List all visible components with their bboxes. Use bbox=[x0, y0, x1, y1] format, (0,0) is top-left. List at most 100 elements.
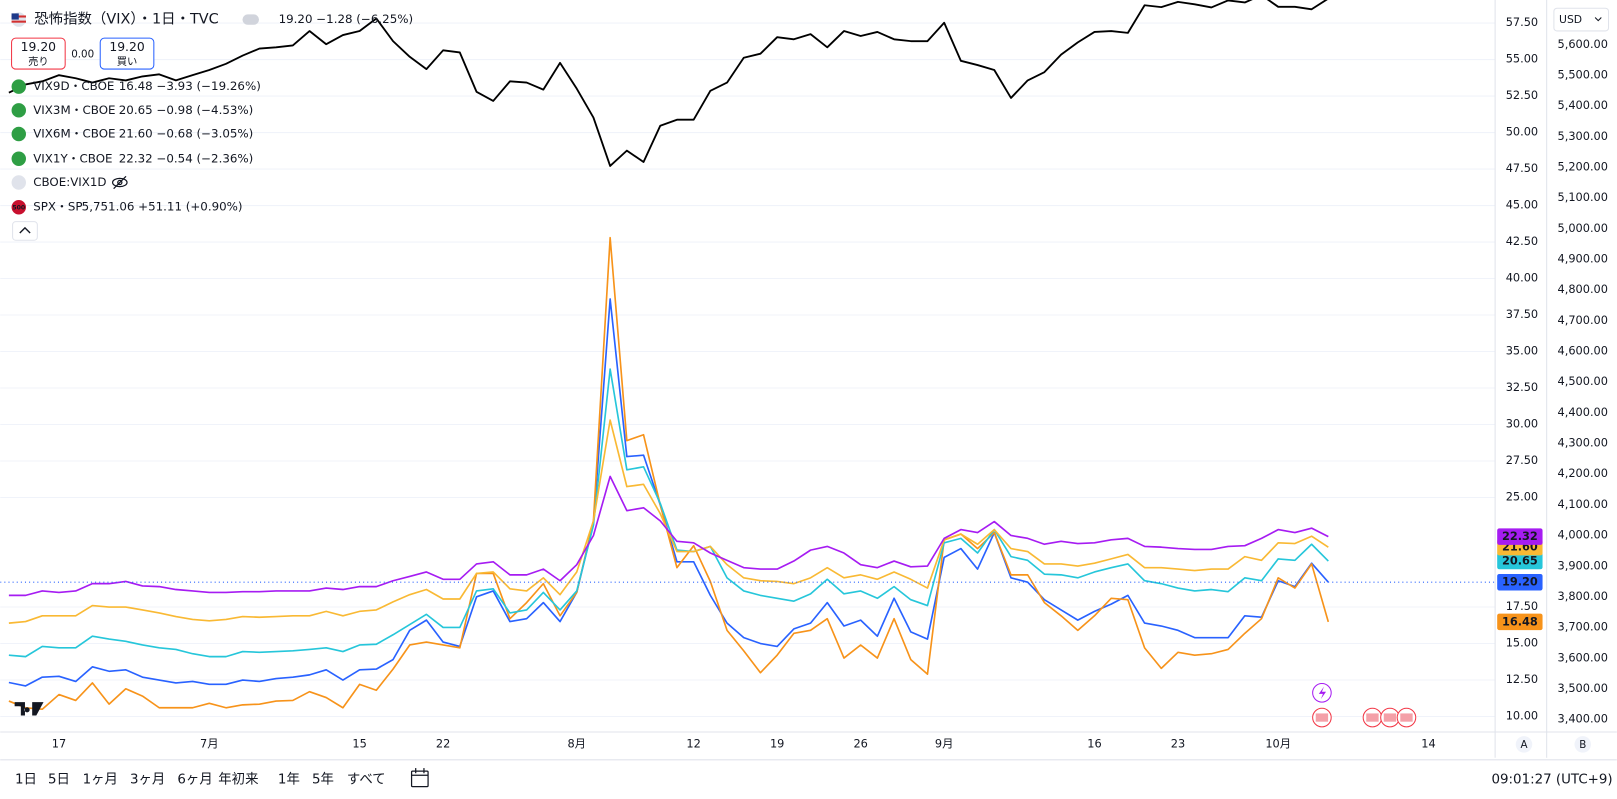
y2-tick-label: 3,600.00 bbox=[1558, 650, 1608, 664]
ui bbox=[11, 7, 1610, 788]
range-button[interactable]: 3ヶ月 bbox=[130, 772, 165, 787]
price-tag-label: 19.20 bbox=[1502, 575, 1538, 589]
y2-tick-label: 3,700.00 bbox=[1558, 620, 1608, 634]
status-pill bbox=[242, 14, 259, 25]
price-tag-label: 22.32 bbox=[1502, 529, 1538, 543]
x-tick-label: 8月 bbox=[567, 736, 586, 750]
currency-button[interactable] bbox=[1553, 7, 1610, 32]
y-tick-label: 55.00 bbox=[1506, 52, 1538, 66]
chart-title: 恐怖指数（VIX）・1日・TVC bbox=[34, 11, 219, 28]
y2-tick-label: 3,500.00 bbox=[1558, 681, 1608, 695]
series-line bbox=[8, 368, 1329, 658]
y2-tick-label: 3,900.00 bbox=[1558, 558, 1608, 572]
y-tick-label: 35.00 bbox=[1506, 344, 1538, 358]
y2-tick-label: 3,400.00 bbox=[1558, 712, 1608, 726]
y-tick-label: 25.00 bbox=[1506, 490, 1538, 504]
range-button[interactable]: 1ヶ月 bbox=[83, 772, 118, 787]
legend-icon bbox=[11, 79, 26, 94]
y2-tick-label: 4,800.00 bbox=[1558, 282, 1608, 296]
sell-label: 売り bbox=[28, 55, 49, 68]
collapse-button[interactable] bbox=[12, 221, 38, 241]
y2-tick-label: 4,600.00 bbox=[1558, 344, 1608, 358]
y-tick-label: 32.50 bbox=[1506, 380, 1538, 394]
scale-button[interactable] bbox=[1515, 736, 1533, 753]
legend-name: VIX9D・CBOE bbox=[33, 79, 114, 93]
sell-price: 19.20 bbox=[21, 40, 57, 54]
y2-tick-label: 4,100.00 bbox=[1558, 497, 1608, 511]
range-button[interactable]: 年初来 bbox=[218, 771, 258, 787]
x-tick-label: 14 bbox=[1421, 736, 1435, 750]
x-tick-label: 19 bbox=[770, 736, 784, 750]
range-button[interactable]: すべて bbox=[347, 771, 386, 787]
currency[interactable]: USD bbox=[1559, 13, 1582, 26]
y-tick-label: 47.50 bbox=[1506, 161, 1538, 175]
buy-label: 買い bbox=[117, 56, 138, 68]
y-tick-label: 40.00 bbox=[1506, 271, 1538, 285]
legend-value: 20.65 −0.98 (−4.53%) bbox=[119, 103, 254, 117]
range-button[interactable]: 5年 bbox=[312, 771, 334, 787]
x-tick-label: 9月 bbox=[935, 736, 954, 750]
y2-tick-label: 4,300.00 bbox=[1558, 436, 1608, 450]
x-tick-label: 26 bbox=[853, 736, 867, 750]
y2-tick-label: 4,000.00 bbox=[1558, 528, 1608, 542]
y2-tick-label: 5,300.00 bbox=[1558, 129, 1608, 143]
series-line bbox=[8, 419, 1329, 624]
scale-label: B bbox=[1579, 739, 1586, 751]
legend-name: VIX3M・CBOE bbox=[33, 103, 115, 117]
scale-label: A bbox=[1520, 739, 1527, 751]
buy-price: 19.20 bbox=[109, 40, 145, 54]
x-tick-label: 16 bbox=[1087, 736, 1101, 750]
price-tag bbox=[1497, 573, 1543, 591]
range-button[interactable]: 1日 bbox=[15, 772, 37, 787]
y2-tick-label: 5,600.00 bbox=[1558, 37, 1608, 51]
y2-tick-label: 5,500.00 bbox=[1558, 68, 1608, 82]
legend-value: 5,751.06 +51.11 (+0.90%) bbox=[82, 200, 243, 214]
legend-icon bbox=[11, 151, 26, 166]
scale-button[interactable] bbox=[1574, 736, 1592, 753]
chevron bbox=[1594, 17, 1602, 22]
x-tick-label: 15 bbox=[352, 736, 366, 750]
legend-name: VIX1Y・CBOE bbox=[33, 151, 112, 165]
legend-value: 21.60 −0.68 (−3.05%) bbox=[119, 127, 254, 141]
eye-off-icon[interactable] bbox=[111, 175, 128, 190]
event-flags[interactable] bbox=[1312, 707, 1417, 728]
chevron bbox=[19, 226, 31, 234]
y2-tick-label: 5,400.00 bbox=[1558, 98, 1608, 112]
y2-tick-label: 5,000.00 bbox=[1558, 221, 1608, 235]
y2-tick-label: 4,900.00 bbox=[1558, 252, 1608, 266]
y-tick-label: 52.50 bbox=[1506, 88, 1538, 102]
buy-button[interactable] bbox=[99, 37, 155, 70]
range-button[interactable]: 5日 bbox=[48, 772, 70, 787]
y-tick-label: 37.50 bbox=[1506, 307, 1538, 321]
x-tick-label: 22 bbox=[436, 736, 450, 750]
badge-label: 500 bbox=[12, 205, 25, 212]
y-tick-label: 12.50 bbox=[1506, 672, 1538, 686]
legend-value: 16.48 −3.93 (−19.26%) bbox=[119, 79, 261, 93]
y-tick-label: 57.50 bbox=[1506, 15, 1538, 29]
series-line bbox=[8, 236, 1330, 711]
price-tag bbox=[1497, 613, 1543, 631]
logo bbox=[14, 702, 44, 716]
calendar-icon[interactable] bbox=[410, 768, 429, 788]
legend-icon bbox=[11, 200, 26, 215]
y2-tick-label: 4,400.00 bbox=[1558, 405, 1608, 419]
price-tag bbox=[1497, 552, 1543, 570]
range-button[interactable]: 1年 bbox=[278, 771, 300, 787]
x-tick-label: 10月 bbox=[1265, 736, 1291, 750]
sell-button[interactable] bbox=[11, 37, 66, 70]
legend-value: 19.20 −1.28 (−6.25%) bbox=[279, 12, 414, 26]
y-tick-label: 45.00 bbox=[1506, 198, 1538, 212]
x-tick-label: 12 bbox=[686, 736, 700, 750]
series-line bbox=[8, 475, 1329, 597]
legend-icon bbox=[11, 126, 26, 142]
y-tick-label: 15.00 bbox=[1506, 636, 1538, 650]
range-button[interactable]: 6ヶ月 bbox=[177, 772, 212, 787]
legend-name: SPX・SP bbox=[33, 200, 82, 214]
price-tag-label: 16.48 bbox=[1502, 614, 1538, 628]
clock: 09:01:27 (UTC+9) bbox=[1492, 772, 1613, 787]
y-tick-label: 50.00 bbox=[1506, 125, 1538, 139]
legend-value: 22.32 −0.54 (−2.36%) bbox=[119, 151, 254, 165]
y-tick-label: 10.00 bbox=[1506, 709, 1538, 723]
